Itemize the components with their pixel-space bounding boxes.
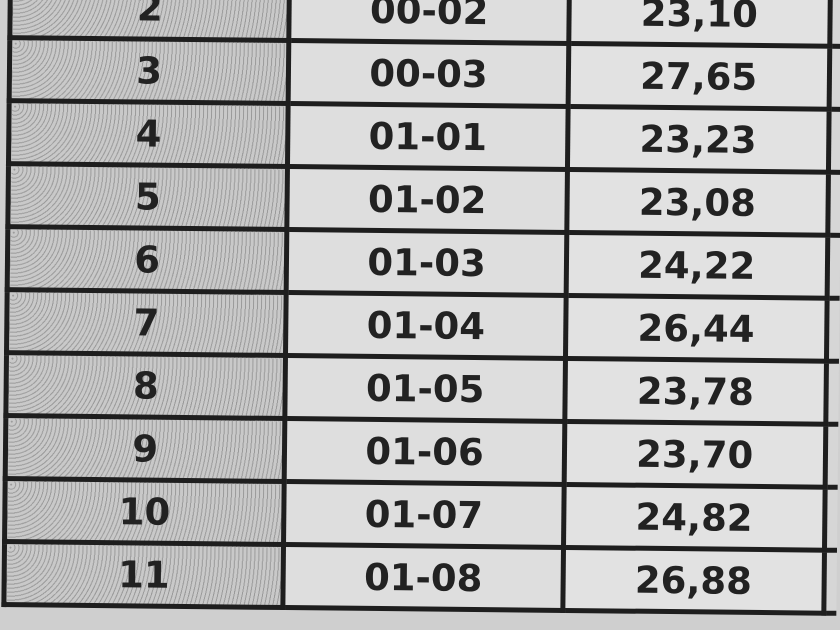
row-number-cell: 10 [4, 478, 285, 545]
edge-cell [829, 0, 840, 47]
code-cell: 01-02 [287, 166, 568, 233]
printed-table-sheet: 2 00-02 23,10 3 00-03 27,65 4 01-01 23,23 5 01-02 2… [1, 0, 840, 616]
value-cell: 23,70 [563, 421, 826, 488]
row-number-cell: 4 [8, 100, 289, 167]
value-cell: 27,65 [567, 43, 830, 110]
row-number-cell: 8 [5, 352, 286, 419]
table-row: 6 01-03 24,22 [7, 226, 840, 299]
row-number-cell: 2 [9, 0, 290, 41]
value-cell: 23,10 [568, 0, 831, 47]
code-cell: 01-07 [283, 481, 564, 548]
edge-cell [828, 109, 840, 173]
value-cell: 26,88 [562, 547, 825, 614]
code-cell: 00-02 [289, 0, 570, 44]
table-row: 11 01-08 26,88 [3, 541, 837, 614]
code-cell: 01-03 [286, 229, 567, 296]
row-number-cell: 11 [3, 541, 284, 608]
edge-cell [827, 172, 840, 236]
edge-cell [828, 46, 840, 110]
table-row: 7 01-04 26,44 [6, 289, 840, 362]
row-number-cell: 5 [7, 163, 288, 230]
row-number-cell: 6 [7, 226, 288, 293]
value-cell: 26,44 [565, 295, 827, 362]
table-row: 5 01-02 23,08 [7, 163, 840, 236]
edge-cell [824, 424, 839, 488]
row-number-cell: 7 [6, 289, 287, 356]
table-row: 3 00-03 27,65 [9, 37, 840, 110]
edge-cell [826, 298, 840, 362]
code-cell: 01-08 [283, 544, 564, 611]
table-row: 9 01-06 23,70 [5, 415, 839, 488]
value-cell: 23,23 [567, 106, 829, 173]
row-number-cell: 3 [9, 37, 290, 104]
code-cell: 01-05 [285, 355, 566, 422]
edge-cell [824, 487, 838, 551]
code-cell: 01-01 [287, 103, 568, 170]
value-cell: 24,22 [565, 232, 828, 299]
value-cell: 23,78 [564, 358, 827, 425]
code-cell: 01-04 [285, 292, 566, 359]
table-row: 10 01-07 24,82 [4, 478, 838, 551]
edge-cell [826, 235, 840, 299]
table-row: 4 01-01 23,23 [8, 100, 840, 173]
code-cell: 00-03 [288, 40, 569, 107]
table-row: 8 01-05 23,78 [5, 352, 839, 425]
data-table: 2 00-02 23,10 3 00-03 27,65 4 01-01 23,23 5 01-02 2… [1, 0, 840, 616]
edge-cell [825, 361, 839, 425]
row-number-cell: 9 [5, 415, 286, 482]
value-cell: 24,82 [563, 484, 825, 551]
value-cell: 23,08 [566, 169, 829, 236]
edge-cell [823, 550, 837, 614]
code-cell: 01-06 [284, 418, 565, 485]
